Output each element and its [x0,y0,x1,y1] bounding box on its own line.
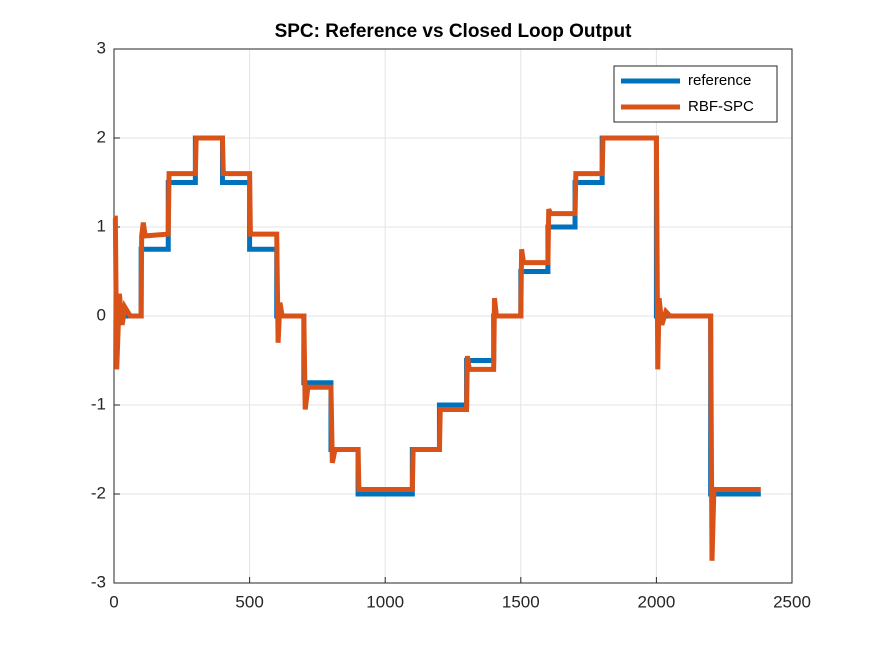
legend: reference RBF-SPC [613,65,778,123]
chart-title: SPC: Reference vs Closed Loop Output [275,21,632,42]
x-tick-label: 2000 [637,592,675,611]
x-tick-label: 2500 [773,592,811,611]
series-line [112,135,761,561]
x-tick-label: 0 [109,592,118,611]
y-tick-label: -3 [91,572,106,591]
y-tick-label: 1 [97,216,106,235]
y-tick-label: 2 [97,127,106,146]
legend-label: reference [688,72,751,89]
legend-box [613,65,778,123]
legend-label: RBF-SPC [688,98,754,115]
x-tick-label: 1500 [502,592,540,611]
y-tick-label: 3 [97,38,106,57]
y-tick-label: 0 [97,305,106,324]
y-tick-label: -2 [91,483,106,502]
x-tick-label: 1000 [366,592,404,611]
y-tick-label: -1 [91,394,106,413]
x-tick-label: 500 [235,592,263,611]
